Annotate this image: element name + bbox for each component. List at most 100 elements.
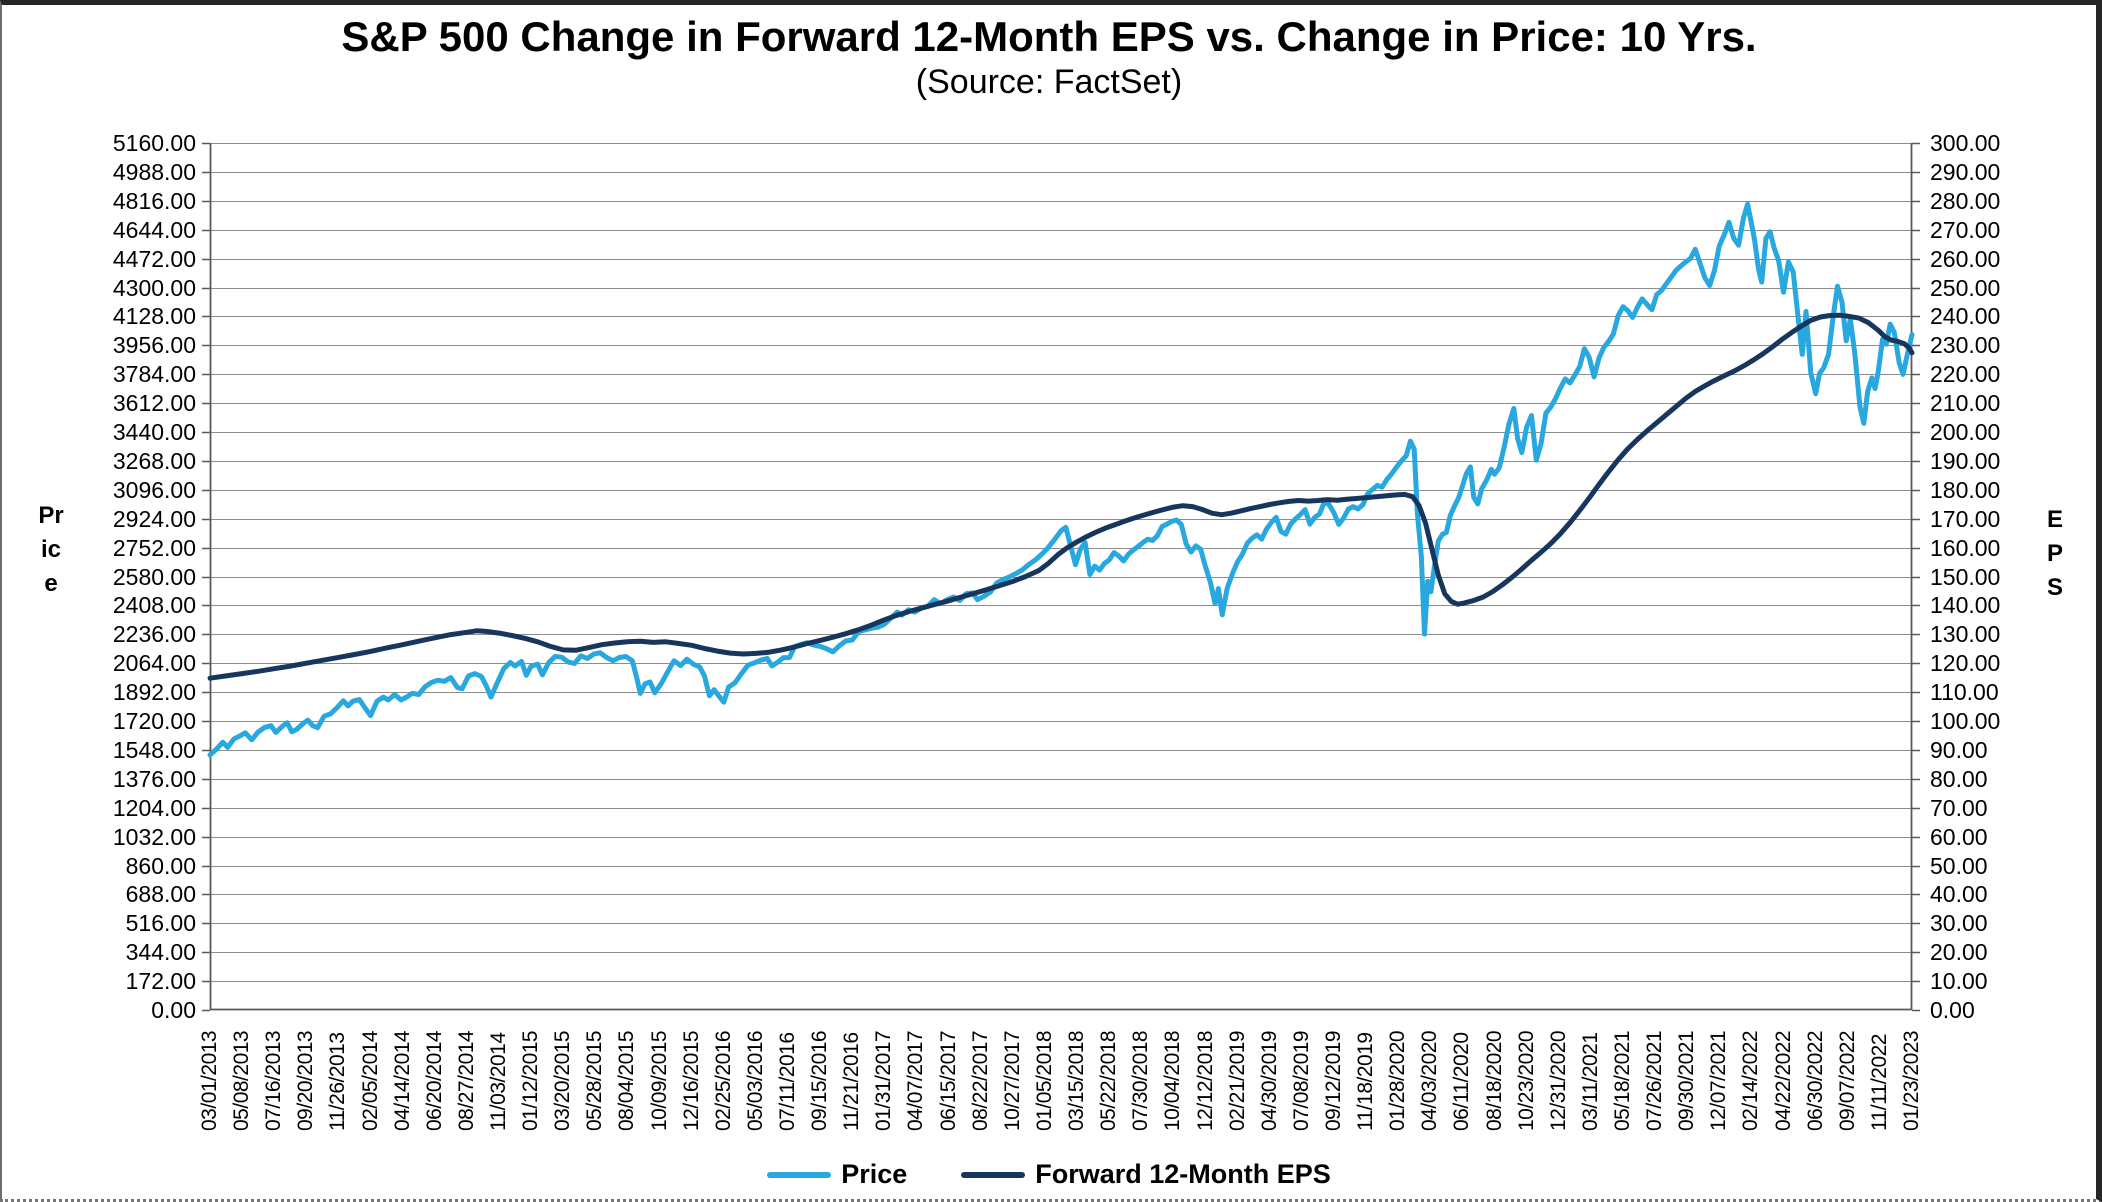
x-axis-tick-label: 05/18/2021 xyxy=(1610,1030,1634,1131)
x-axis-tick-label: 01/28/2020 xyxy=(1386,1030,1410,1131)
left-axis-tick-label: 516.00 xyxy=(125,910,196,937)
right-axis-tick-label: 120.00 xyxy=(1930,650,2001,677)
price-line xyxy=(207,201,1915,758)
right-axis-tick-label: 70.00 xyxy=(1930,794,1988,821)
left-axis-title: Price xyxy=(38,502,64,597)
x-axis-tick-label: 01/12/2015 xyxy=(519,1030,543,1131)
left-axis-tick-label: 1376.00 xyxy=(112,765,196,792)
x-axis-tick-label: 06/30/2022 xyxy=(1803,1030,1827,1131)
x-axis-tick-label: 03/20/2015 xyxy=(551,1030,575,1131)
left-axis-tick-label: 2236.00 xyxy=(112,621,196,648)
right-axis-tick-label: 60.00 xyxy=(1930,823,1988,850)
x-axis-tick-label: 02/21/2019 xyxy=(1225,1030,1249,1131)
right-axis-tick-label: 180.00 xyxy=(1930,476,2001,503)
x-axis-tick-label: 09/12/2019 xyxy=(1321,1030,1345,1131)
x-axis-tick-label: 05/03/2016 xyxy=(743,1030,767,1131)
left-axis-tick-label: 4472.00 xyxy=(112,245,196,272)
left-axis-tick-label: 0.00 xyxy=(151,997,196,1023)
right-axis-tick-label: 220.00 xyxy=(1930,361,2001,388)
x-axis-tick-label: 09/15/2016 xyxy=(808,1030,832,1131)
right-axis-tick-label: 20.00 xyxy=(1930,939,1988,966)
right-axis-tick-label: 50.00 xyxy=(1930,852,1988,879)
left-axis-tick-label: 4988.00 xyxy=(112,158,196,185)
x-axis-tick-label: 08/22/2017 xyxy=(968,1030,992,1131)
left-axis-tick-label: 3268.00 xyxy=(112,447,196,474)
x-axis-tick-label: 01/31/2017 xyxy=(872,1030,896,1131)
right-axis-tick-label: 240.00 xyxy=(1930,303,2001,330)
plot-area xyxy=(202,142,1920,1012)
chart-subtitle: (Source: FactSet) xyxy=(915,63,1183,101)
x-axis-tick-label: 03/01/2013 xyxy=(198,1030,221,1131)
x-axis-tick-label: 06/20/2014 xyxy=(422,1030,446,1131)
x-axis-tick-label: 11/18/2019 xyxy=(1354,1032,1378,1131)
left-axis-tick-label: 3956.00 xyxy=(112,332,196,359)
x-axis-tick-label: 02/14/2022 xyxy=(1739,1030,1763,1131)
left-axis-tick-label: 2924.00 xyxy=(112,505,196,532)
left-axis-tick-label: 2408.00 xyxy=(112,592,196,619)
chart-canvas xyxy=(202,142,1920,1012)
legend-item-eps: Forward 12-Month EPS xyxy=(961,1159,1331,1190)
left-axis-tick-label: 172.00 xyxy=(125,968,196,995)
left-axis-tick-label: 688.00 xyxy=(125,881,196,908)
x-axis-tick-label: 04/14/2014 xyxy=(390,1030,414,1131)
x-axis-tick-label: 10/04/2018 xyxy=(1161,1030,1185,1131)
eps-line xyxy=(207,312,1915,681)
x-axis-tick-label: 07/11/2016 xyxy=(776,1032,800,1131)
left-axis-tick-label: 860.00 xyxy=(125,852,196,879)
left-axis-tick-label: 3440.00 xyxy=(112,419,196,445)
legend-label-eps: Forward 12-Month EPS xyxy=(1035,1159,1331,1189)
right-axis-tick-label: 80.00 xyxy=(1930,765,1988,792)
x-axis-tick-label: 10/27/2017 xyxy=(1000,1030,1024,1131)
right-axis-tick-label: 40.00 xyxy=(1930,881,1988,908)
x-axis-tick-label: 11/26/2013 xyxy=(326,1032,350,1131)
left-axis-tick-label: 3784.00 xyxy=(112,361,196,388)
x-axis-tick-label: 11/03/2014 xyxy=(487,1032,511,1131)
left-axis-tick-label: 3612.00 xyxy=(112,390,196,417)
eps-line-swatch xyxy=(961,1171,1026,1178)
left-axis-tick-label: 1892.00 xyxy=(112,679,196,706)
x-axis-tick-label: 07/08/2019 xyxy=(1289,1030,1313,1131)
x-axis-tick-label: 07/26/2021 xyxy=(1643,1030,1667,1131)
right-axis-tick-label: 290.00 xyxy=(1930,158,2001,185)
left-axis-tick-label: 2580.00 xyxy=(112,563,196,590)
right-axis-tick-label: 210.00 xyxy=(1930,390,2001,417)
x-axis-tick-label: 06/11/2020 xyxy=(1450,1032,1474,1131)
left-axis-tick-label: 1032.00 xyxy=(112,823,196,850)
right-axis-tick-label: 100.00 xyxy=(1930,708,2001,734)
x-axis-tick-label: 01/23/2023 xyxy=(1900,1030,1923,1131)
right-axis-tick-label: 10.00 xyxy=(1930,968,1988,995)
left-axis-tick-label: 2752.00 xyxy=(112,534,196,561)
x-axis-tick-label: 12/07/2021 xyxy=(1707,1030,1731,1131)
left-axis-tick-label: 344.00 xyxy=(125,939,196,966)
left-axis-tick-label: 4644.00 xyxy=(112,216,196,243)
x-axis-tick-label: 09/30/2021 xyxy=(1675,1030,1699,1131)
left-axis-tick-label: 4816.00 xyxy=(112,187,196,214)
left-axis-tick-label: 1204.00 xyxy=(112,794,196,821)
right-axis-tick-label: 200.00 xyxy=(1930,419,2001,445)
chart-title: S&P 500 Change in Forward 12-Month EPS v… xyxy=(341,13,1757,60)
x-axis-tick-label: 09/20/2013 xyxy=(294,1030,318,1131)
right-axis-tick-label: 190.00 xyxy=(1930,447,2001,474)
x-axis-tick-label: 07/16/2013 xyxy=(262,1030,286,1131)
x-axis-tick-label: 04/07/2017 xyxy=(904,1030,928,1131)
x-axis-tick-label: 12/31/2020 xyxy=(1546,1030,1570,1131)
right-axis-tick-label: 90.00 xyxy=(1930,736,1988,763)
x-axis-tick-label: 09/07/2022 xyxy=(1835,1030,1859,1131)
x-axis-tick-label: 06/15/2017 xyxy=(936,1030,960,1131)
left-axis-tick-label: 5160.00 xyxy=(112,130,196,156)
left-axis-tick-label: 3096.00 xyxy=(112,476,196,503)
left-axis-tick-label: 1720.00 xyxy=(112,708,196,734)
right-axis-tick-label: 0.00 xyxy=(1930,997,1975,1023)
x-axis-tick-label: 08/27/2014 xyxy=(454,1030,478,1131)
right-axis-tick-label: 250.00 xyxy=(1930,274,2001,301)
right-axis-tick-label: 170.00 xyxy=(1930,505,2001,532)
right-axis-tick-label: 260.00 xyxy=(1930,245,2001,272)
x-axis-tick-label: 03/15/2018 xyxy=(1065,1030,1089,1131)
price-line-swatch xyxy=(767,1171,832,1178)
right-axis-tick-label: 160.00 xyxy=(1930,534,2001,561)
x-axis-tick-label: 02/05/2014 xyxy=(358,1030,382,1131)
x-axis-tick-label: 02/25/2016 xyxy=(711,1030,735,1131)
x-axis-tick-label: 07/30/2018 xyxy=(1129,1030,1153,1131)
right-axis-tick-label: 110.00 xyxy=(1930,679,1999,706)
